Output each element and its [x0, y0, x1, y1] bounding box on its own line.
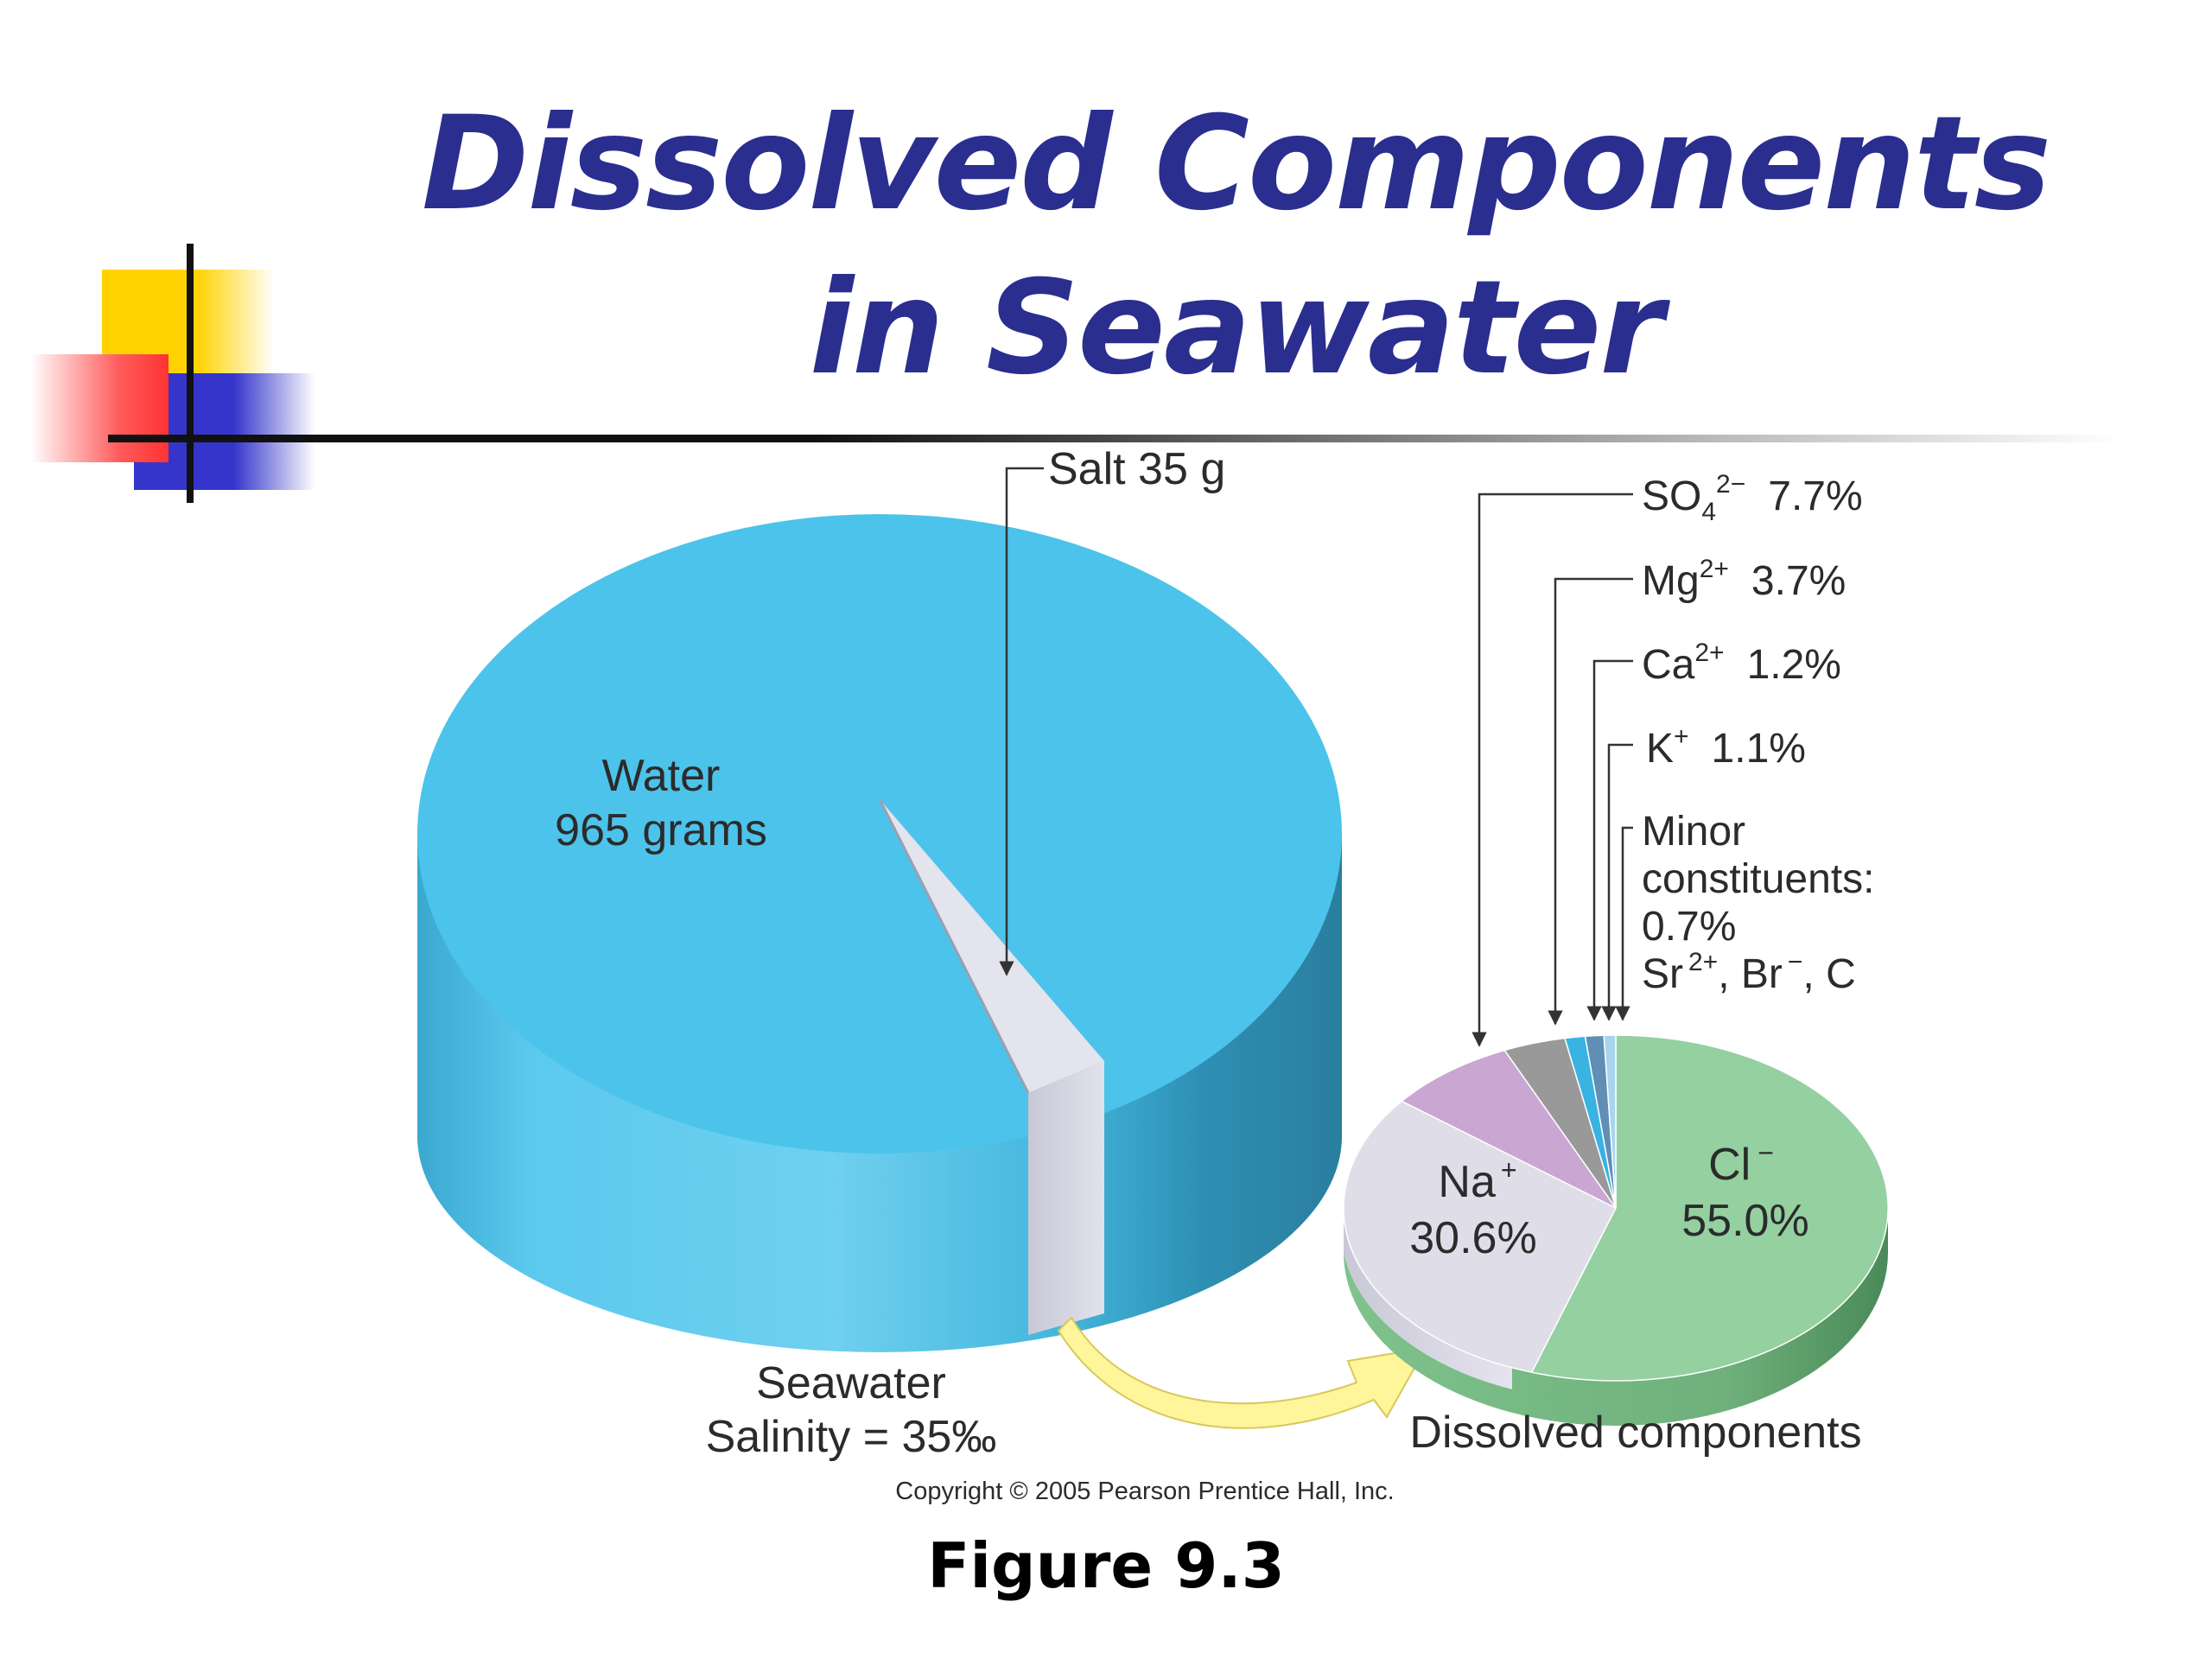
minor-label-line-3: 0.7% — [1642, 904, 1736, 950]
water-cylinder — [417, 514, 1342, 1352]
cl-label: Cl − — [1708, 1137, 1774, 1190]
water-label-line-1: Water — [602, 751, 721, 801]
mg-label: Mg2+ 3.7% — [1642, 555, 1846, 604]
salt-wedge-face — [1028, 1061, 1104, 1335]
cl-superscript: − — [1758, 1137, 1774, 1168]
slide-title: Dissolved Components in Seawater — [415, 82, 2056, 410]
so4-percent: 7.7% — [1768, 474, 1862, 519]
salt-leader — [999, 467, 1044, 976]
so4-slice — [1400, 1049, 1617, 1209]
deco-horizontal-rule — [108, 435, 2121, 442]
na-percent: 30.6% — [1409, 1213, 1536, 1263]
deco-vertical-line — [187, 244, 194, 503]
k-superscript: + — [1674, 722, 1689, 751]
minor-br-superscript: − — [1788, 948, 1803, 976]
water-slice-top — [417, 514, 1342, 1154]
k-percent: 1.1% — [1712, 726, 1806, 772]
title-line-2: in Seawater — [809, 253, 1664, 404]
seawater-caption-line-1: Seawater — [756, 1358, 946, 1408]
minor-br: , Br — [1718, 951, 1783, 997]
salt-slice — [878, 798, 1104, 1335]
minor-label-line-2: constituents: — [1642, 856, 1874, 902]
mg-leader — [1548, 577, 1633, 1026]
na-slice — [1343, 1100, 1618, 1374]
minor-label-line-1: Minor — [1642, 809, 1745, 855]
mg-superscript: 2+ — [1700, 555, 1729, 583]
deco-red-square — [30, 354, 168, 462]
figure-caption: Figure 9.3 — [927, 1529, 1285, 1602]
minor-label-line-4: Sr 2+, Br −, C — [1642, 948, 1856, 997]
salt-label: Salt 35 g — [1048, 444, 1225, 494]
so4-ion: SO — [1642, 474, 1701, 519]
dissolved-pie — [1343, 1034, 1889, 1426]
copyright-note: Copyright © 2005 Pearson Prentice Hall, … — [895, 1478, 1395, 1505]
na-superscript: + — [1501, 1154, 1517, 1185]
title-line-1: Dissolved Components — [421, 89, 2051, 239]
mg-percent: 3.7% — [1751, 558, 1846, 604]
k-label: K+ 1.1% — [1646, 722, 1806, 772]
minor-slice — [1603, 1034, 1617, 1209]
ca-ion: Ca — [1642, 642, 1695, 688]
ca-percent: 1.2% — [1747, 642, 1841, 688]
salt-wedge-top — [880, 799, 1104, 1093]
minor-leader — [1615, 826, 1633, 1021]
cl-slice — [1530, 1034, 1889, 1382]
cl-percent: 55.0% — [1681, 1196, 1808, 1246]
so4-subscript: 4 — [1701, 498, 1716, 526]
leader-lines — [999, 467, 1633, 1047]
na-label: Na + — [1438, 1154, 1516, 1207]
mg-ion: Mg — [1642, 558, 1700, 604]
minor-sr-superscript: 2+ — [1688, 948, 1718, 976]
dissolved-pie-top — [1343, 1034, 1889, 1382]
k-leader — [1601, 743, 1633, 1021]
water-label-line-2: 965 grams — [555, 805, 767, 855]
transfer-arrow — [1057, 1316, 1427, 1429]
minor-sr: Sr — [1642, 951, 1683, 997]
salt-wedge-cut — [878, 798, 1030, 1094]
ca-leader — [1586, 659, 1633, 1021]
ca-superscript: 2+ — [1694, 639, 1724, 667]
so4-leader — [1471, 493, 1633, 1047]
minor-c: , C — [1802, 951, 1855, 997]
dissolved-caption: Dissolved components — [1409, 1408, 1861, 1458]
seawater-caption-line-2: Salinity = 35‰ — [706, 1412, 997, 1462]
cl-ion: Cl — [1708, 1140, 1751, 1190]
na-ion: Na — [1438, 1157, 1496, 1207]
so4-label: SO42− 7.7% — [1642, 470, 1863, 526]
so4-superscript: 2− — [1716, 470, 1745, 499]
k-ion: K — [1646, 726, 1674, 772]
ca-label: Ca2+ 1.2% — [1642, 639, 1841, 688]
